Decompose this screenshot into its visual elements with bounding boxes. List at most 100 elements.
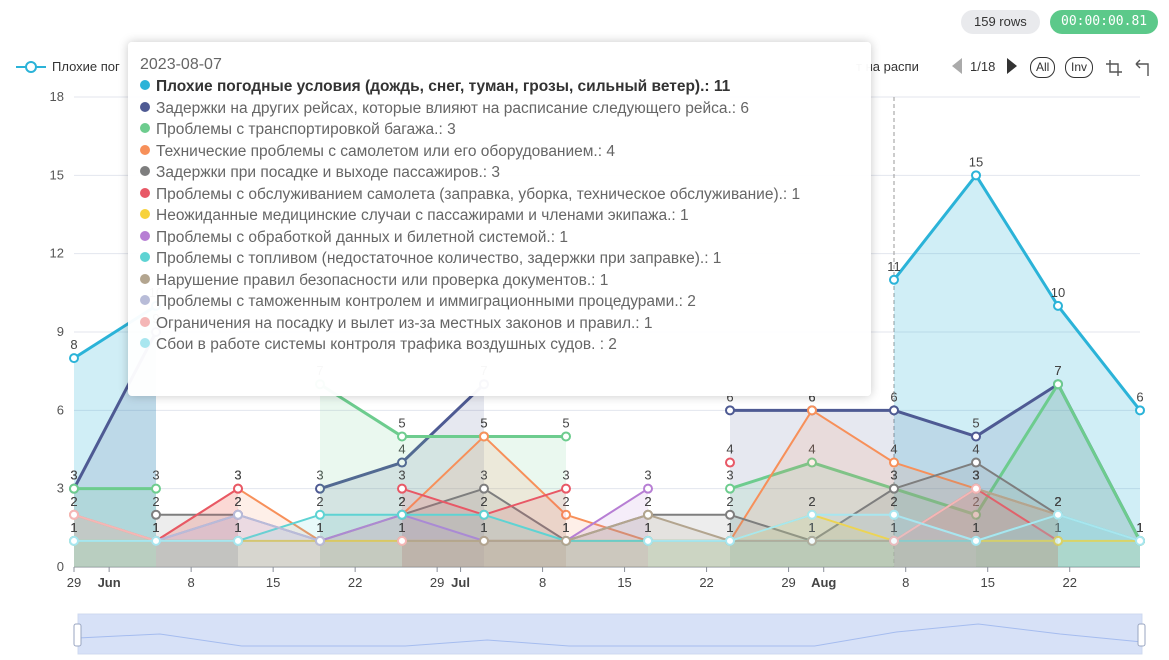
x-tick-label: Aug	[811, 575, 836, 590]
data-point	[479, 431, 489, 442]
tooltip-row-label: Нарушение правил безопасности или провер…	[156, 271, 609, 289]
data-label: 3	[234, 468, 241, 483]
data-label: 1	[152, 520, 159, 535]
tooltip-row-label: Проблемы с обработкой данных и билетной …	[156, 228, 568, 246]
series-color-dot-icon	[140, 252, 150, 262]
data-label: 2	[1054, 494, 1061, 509]
data-label: 3	[398, 468, 405, 483]
data-label: 1	[972, 520, 979, 535]
x-tick-label: 15	[617, 575, 631, 590]
data-label: 4	[726, 442, 733, 457]
data-point	[971, 457, 981, 468]
data-point	[889, 457, 899, 468]
tooltip-row: Задержки на других рейсах, которые влияю…	[140, 100, 749, 118]
y-tick-label: 15	[50, 167, 64, 182]
data-label: 1	[890, 520, 897, 535]
data-label: 1	[890, 520, 897, 535]
data-label: 5	[480, 415, 487, 430]
data-point	[725, 509, 735, 520]
data-point	[397, 457, 407, 468]
zoom-slider-selection	[78, 614, 1142, 654]
data-point	[971, 431, 981, 442]
data-point	[561, 509, 571, 520]
data-point	[1053, 379, 1063, 390]
data-label: 1	[726, 520, 733, 535]
data-label: 1	[562, 520, 569, 535]
zoom-reset-icon[interactable]	[1132, 58, 1152, 78]
data-point	[807, 535, 817, 546]
tooltip-row: Технические проблемы с самолетом или его…	[140, 143, 615, 161]
data-point	[889, 509, 899, 520]
data-point	[889, 405, 899, 416]
data-point	[725, 483, 735, 494]
series-color-dot-icon	[140, 209, 150, 219]
zoom-slider-preview-line	[77, 623, 1143, 647]
data-label: 1	[1136, 520, 1143, 535]
next-page-icon[interactable]	[1007, 58, 1017, 74]
data-label: 1	[234, 520, 241, 535]
series-group: 1 1 1 1 1 2 2 1 2 1	[69, 494, 1145, 567]
data-label: 1	[726, 520, 733, 535]
data-point	[397, 509, 407, 520]
invert-selection-button[interactable]: Inv	[1065, 57, 1094, 78]
data-label: 2	[644, 494, 651, 509]
data-label: 2	[808, 494, 815, 509]
data-label: 3	[480, 468, 487, 483]
data-label: 1	[480, 520, 487, 535]
data-point	[233, 483, 243, 494]
data-label: 1	[808, 520, 815, 535]
tooltip-row: Проблемы с транспортировкой багажа.: 3	[140, 121, 456, 139]
query-time-badge: 00:00:00.81	[1050, 10, 1159, 34]
tooltip-row-label: Задержки при посадке и выходе пассажиров…	[156, 164, 501, 181]
data-point	[397, 535, 407, 546]
data-label: 1	[152, 520, 159, 535]
data-point	[807, 509, 817, 520]
data-label: 1	[316, 520, 323, 535]
data-point	[561, 535, 571, 546]
data-label: 2	[890, 494, 897, 509]
tooltip-row-label: Проблемы с таможенным контролем и иммигр…	[156, 293, 696, 310]
prev-page-icon[interactable]	[952, 58, 962, 74]
x-tick-label: 15	[266, 575, 280, 590]
data-label: 1	[234, 520, 241, 535]
data-label: 1	[1136, 520, 1143, 535]
data-point	[1135, 535, 1145, 546]
series-area	[74, 410, 1058, 567]
data-label: 3	[562, 468, 569, 483]
data-label: 2	[808, 494, 815, 509]
zoom-handle-left[interactable]	[73, 623, 82, 647]
series-color-dot-icon	[140, 187, 150, 198]
zoom-select-icon[interactable]	[1104, 58, 1124, 78]
data-point	[315, 483, 325, 494]
data-label: 3	[234, 468, 241, 483]
x-tick-label: 15	[980, 575, 994, 590]
data-label: 4	[398, 442, 405, 457]
data-label: 3	[890, 468, 897, 483]
data-label: 3	[972, 468, 979, 483]
legend-item-truncated[interactable]: т на распи	[856, 59, 919, 74]
data-label: 1	[890, 520, 897, 535]
tooltip-row: Проблемы с топливом (недостаточное колич…	[140, 250, 721, 268]
select-all-button[interactable]: All	[1030, 57, 1056, 78]
data-point	[643, 535, 653, 546]
legend-label: Плохие пог	[52, 59, 120, 74]
y-tick-label: 9	[57, 324, 64, 339]
data-label: 3	[316, 468, 323, 483]
data-point	[233, 535, 243, 546]
series-area	[402, 488, 1058, 567]
tooltip-row: Проблемы с обработкой данных и билетной …	[140, 229, 568, 247]
data-point	[889, 483, 899, 494]
data-label: 2	[316, 494, 323, 509]
data-point	[1053, 509, 1063, 520]
series-color-dot-icon	[140, 316, 150, 327]
tooltip-row-label: Проблемы с транспортировкой багажа.: 3	[156, 121, 456, 138]
x-tick-label: 8	[188, 575, 195, 590]
zoom-handle-right[interactable]	[1137, 623, 1146, 647]
legend-line-marker-icon	[16, 61, 46, 73]
data-label: 2	[726, 494, 733, 509]
data-label: 5	[398, 415, 405, 430]
data-point	[315, 509, 325, 520]
data-label: 2	[480, 494, 487, 509]
data-label: 1	[70, 520, 77, 535]
